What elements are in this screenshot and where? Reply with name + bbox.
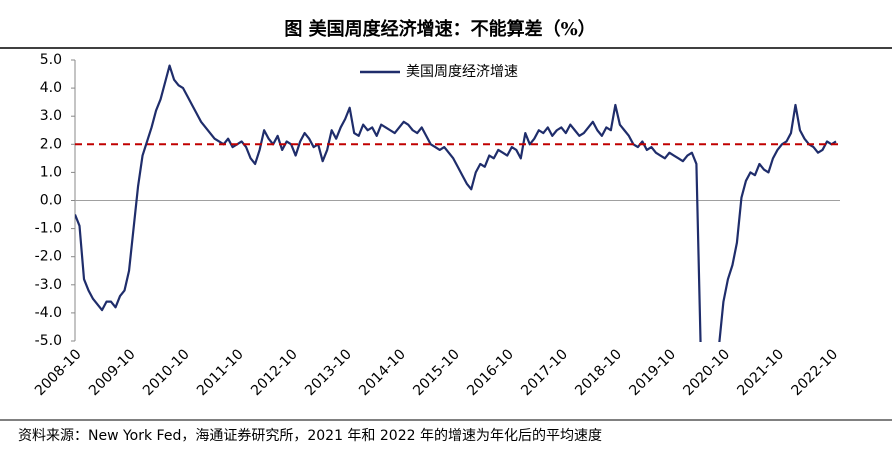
y-tick-label: 3.0 <box>40 108 62 124</box>
y-tick-label: -4.0 <box>35 305 62 321</box>
y-tick-label: 2.0 <box>40 136 62 152</box>
x-tick-label: 2018-10 <box>572 346 625 399</box>
y-tick-label: 0.0 <box>40 193 62 209</box>
x-tick-label: 2022-10 <box>788 346 841 399</box>
source-note: 资料来源：New York Fed，海通证券研究所，2021 年和 2022 年… <box>18 428 602 444</box>
x-tick-label: 2017-10 <box>518 346 571 399</box>
x-tick-label: 2021-10 <box>734 346 787 399</box>
y-tick-label: -2.0 <box>35 249 62 265</box>
x-tick-label: 2020-10 <box>680 346 733 399</box>
x-tick-label: 2016-10 <box>464 346 517 399</box>
y-tick-label: 5.0 <box>40 52 62 68</box>
x-tick-label: 2015-10 <box>410 346 463 399</box>
x-tick-label: 2019-10 <box>626 346 679 399</box>
y-tick-label: 4.0 <box>40 80 62 96</box>
x-tick-label: 2009-10 <box>86 346 139 399</box>
y-tick-label: -1.0 <box>35 221 62 237</box>
y-tick-label: 1.0 <box>40 164 62 180</box>
x-tick-label: 2010-10 <box>140 346 193 399</box>
y-tick-label: -3.0 <box>35 277 62 293</box>
x-tick-label: 2013-10 <box>302 346 355 399</box>
legend-label: 美国周度经济增速 <box>406 64 518 80</box>
x-tick-label: 2008-10 <box>32 346 85 399</box>
y-tick-label: -5.0 <box>35 333 62 349</box>
chart-title: 图 美国周度经济增速：不能算差（%） <box>284 18 595 40</box>
x-tick-label: 2011-10 <box>194 346 247 399</box>
x-tick-label: 2014-10 <box>356 346 409 399</box>
series-line <box>75 64 837 342</box>
x-tick-label: 2012-10 <box>248 346 301 399</box>
